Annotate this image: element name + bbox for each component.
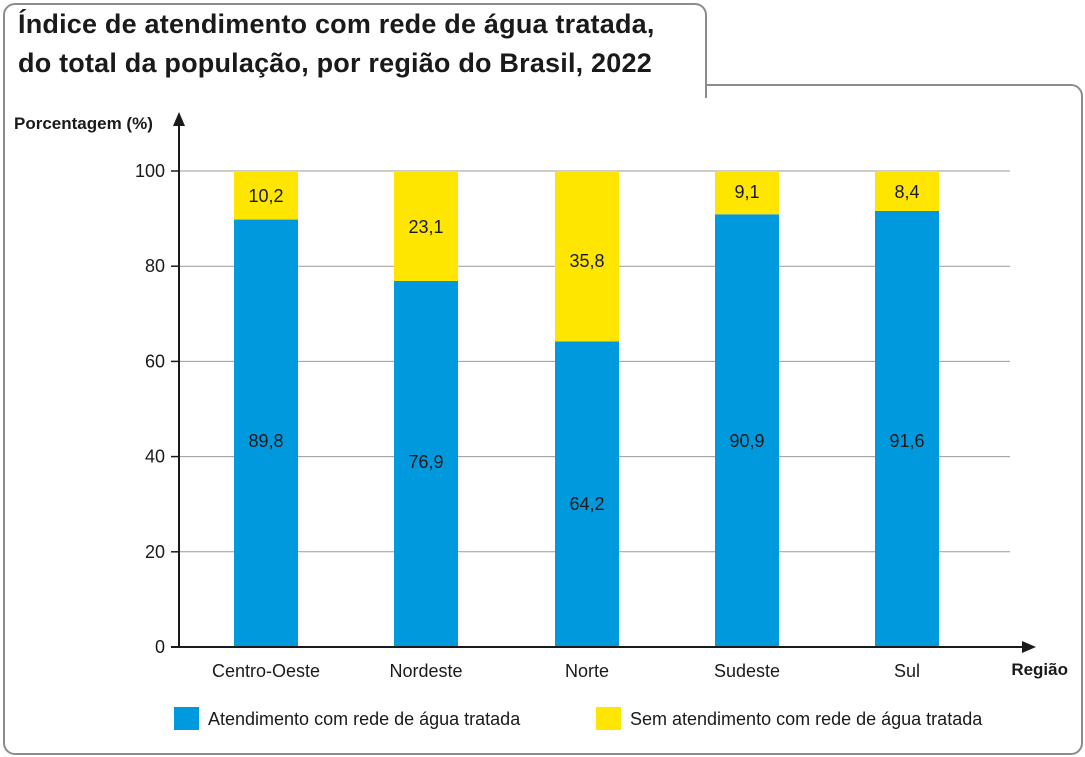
y-tick-label: 80 (145, 256, 165, 276)
frame-join (5, 82, 705, 88)
bar-served-sudeste (715, 214, 779, 648)
data-label-unserved: 23,1 (408, 217, 443, 237)
data-label-served: 76,9 (408, 452, 443, 472)
y-tick-label: 20 (145, 542, 165, 562)
x-tick-label: Norte (565, 661, 609, 681)
chart-title-line-1: Índice de atendimento com rede de água t… (18, 9, 655, 39)
data-label-unserved: 10,2 (248, 186, 283, 206)
y-axis-title: Porcentagem (%) (14, 114, 153, 133)
x-axis-arrow (1022, 641, 1036, 653)
x-tick-label: Nordeste (389, 661, 462, 681)
legend-label-unserved: Sem atendimento com rede de água tratada (630, 709, 983, 729)
x-tick-label: Centro-Oeste (212, 661, 320, 681)
data-label-unserved: 9,1 (734, 182, 759, 202)
chart-title-line-2: do total da população, por região do Bra… (18, 48, 652, 78)
y-tick-label: 40 (145, 447, 165, 467)
bar-unserved-nordeste (394, 171, 458, 281)
bar-unserved-norte (555, 171, 619, 342)
legend-swatch-served (174, 707, 199, 730)
bar-served-sul (875, 210, 939, 647)
data-label-unserved: 35,8 (569, 251, 604, 271)
y-tick-label: 0 (155, 637, 165, 657)
data-label-served: 89,8 (248, 431, 283, 451)
data-label-served: 64,2 (569, 494, 604, 514)
bar-unserved-centro-oeste (234, 171, 298, 220)
bar-served-nordeste (394, 280, 458, 647)
y-tick-label: 100 (135, 161, 165, 181)
x-tick-label: Sudeste (714, 661, 780, 681)
bar-unserved-sudeste (715, 171, 779, 215)
y-axis-arrow (173, 112, 185, 126)
bar-unserved-sul (875, 171, 939, 211)
bar-served-norte (555, 341, 619, 647)
x-axis-title: Região (1011, 660, 1068, 679)
data-label-served: 91,6 (889, 431, 924, 451)
legend-swatch-unserved (596, 707, 621, 730)
bar-served-centro-oeste (234, 219, 298, 647)
x-tick-label: Sul (894, 661, 920, 681)
data-label-served: 90,9 (729, 431, 764, 451)
legend-label-served: Atendimento com rede de água tratada (208, 709, 521, 729)
y-tick-label: 60 (145, 351, 165, 371)
data-label-unserved: 8,4 (894, 182, 919, 202)
